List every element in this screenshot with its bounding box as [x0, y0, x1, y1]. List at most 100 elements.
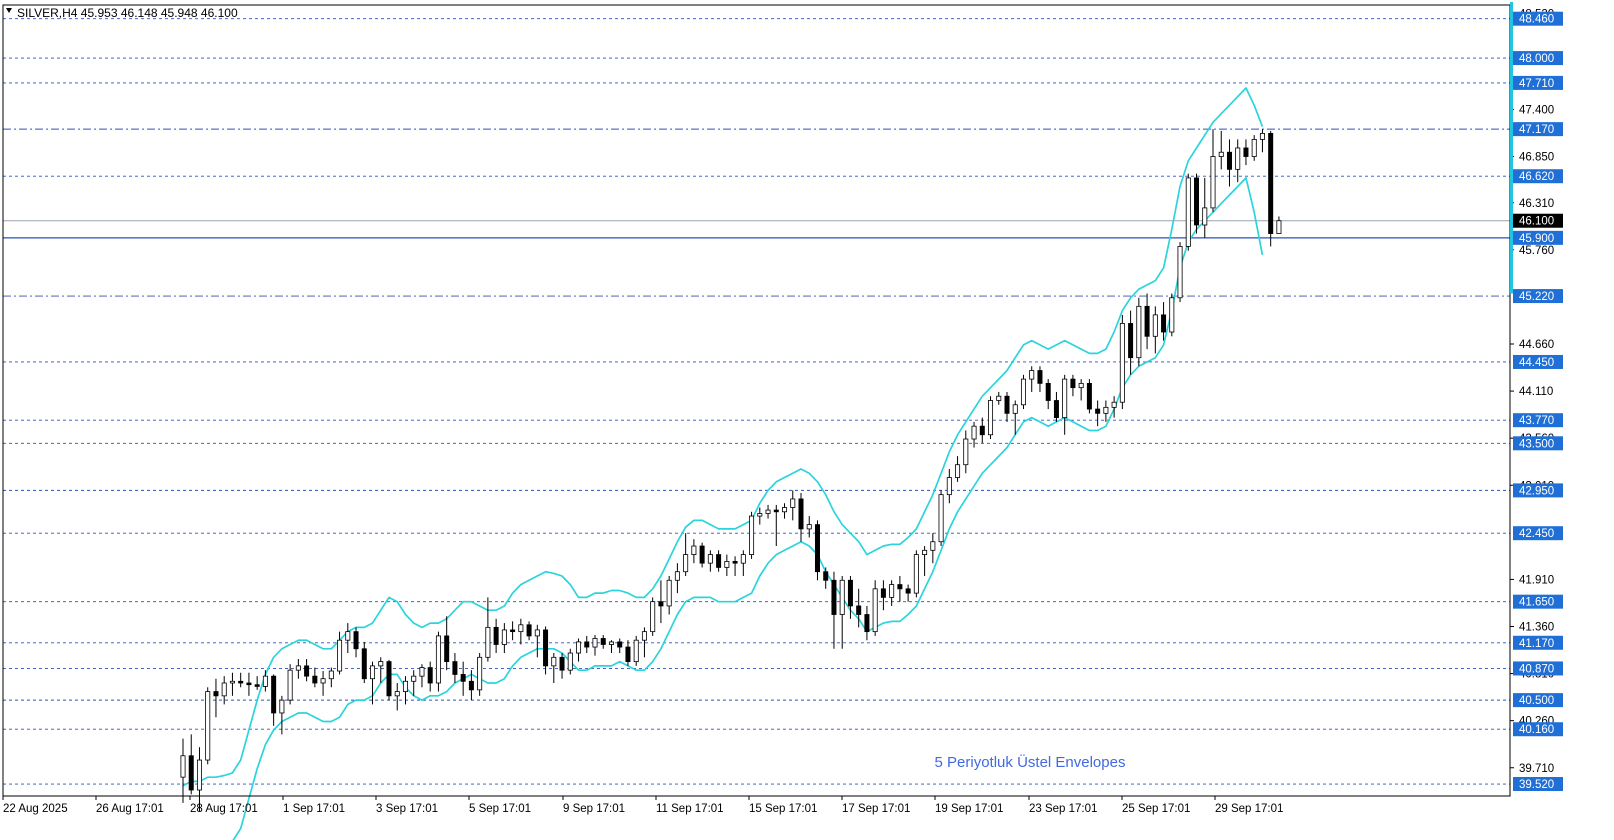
- candle: [1078, 379, 1084, 401]
- candle: [1037, 366, 1043, 392]
- candle-body-bullish: [922, 549, 928, 555]
- candle: [567, 648, 573, 675]
- candle: [238, 672, 244, 688]
- candle-body-bullish: [757, 513, 763, 517]
- candle: [674, 563, 680, 594]
- candle: [930, 533, 936, 564]
- candle-body-bullish: [551, 656, 557, 667]
- candle: [221, 676, 227, 705]
- candle: [304, 659, 310, 682]
- candle-body-bullish: [435, 635, 441, 684]
- candle-body-bullish: [996, 395, 1002, 401]
- candle: [938, 490, 944, 547]
- level-tag: [1513, 169, 1563, 184]
- level-tag: [1513, 635, 1563, 650]
- candle-body-bullish: [1062, 378, 1068, 419]
- collapse-triangle-icon[interactable]: [6, 8, 12, 13]
- candle: [617, 638, 623, 654]
- candle-body-bearish: [510, 629, 516, 633]
- candle: [988, 396, 994, 440]
- y-tick-label: 41.360: [1519, 622, 1554, 634]
- candle: [262, 670, 268, 692]
- x-tick-label: 26 Aug 17:01: [96, 803, 164, 815]
- level-tag: [1513, 289, 1563, 304]
- level-tag: [1513, 594, 1563, 609]
- candle: [328, 667, 334, 688]
- candle: [312, 667, 318, 688]
- candle-body-bullish: [749, 515, 755, 555]
- candle: [1029, 366, 1035, 392]
- level-tag-text: 41.170: [1519, 638, 1554, 650]
- candle-body-bullish: [411, 675, 417, 682]
- candle: [732, 556, 738, 576]
- candle: [551, 653, 557, 683]
- candle: [460, 661, 466, 696]
- candle-body-bullish: [196, 759, 202, 791]
- candle: [246, 672, 252, 696]
- candle: [864, 605, 870, 641]
- price-axis: 48.52047.40046.85046.31045.76044.66044.1…: [1510, 9, 1554, 775]
- candle-body-bullish: [229, 680, 235, 684]
- candle-body-bullish: [419, 667, 425, 677]
- candle-body-bearish: [847, 579, 853, 607]
- candle: [419, 664, 425, 688]
- candle: [1152, 306, 1158, 354]
- level-tag: [1513, 354, 1563, 369]
- x-tick-label: 23 Sep 17:01: [1029, 803, 1097, 815]
- candle-body-bullish: [790, 498, 796, 508]
- candle: [633, 635, 639, 666]
- candle-body-bullish: [633, 639, 639, 662]
- x-tick-label: 9 Sep 17:01: [563, 803, 625, 815]
- y-tick-label: 45.760: [1519, 245, 1554, 257]
- candle-body-bullish: [402, 680, 408, 692]
- candle-body-bullish: [1177, 246, 1183, 299]
- candle-body-bullish: [641, 631, 647, 641]
- level-tag-text: 40.160: [1519, 724, 1554, 736]
- candle-body-bearish: [1194, 177, 1200, 226]
- x-tick-label: 28 Aug 17:01: [190, 803, 258, 815]
- candle-body-bullish: [930, 541, 936, 551]
- level-tag: [1513, 526, 1563, 541]
- candle-body-bearish: [361, 648, 367, 680]
- candle-body-bullish: [485, 626, 491, 658]
- candle-body-bullish: [955, 464, 961, 478]
- candle: [856, 588, 862, 628]
- candle-body-bullish: [946, 477, 952, 496]
- level-tag: [1513, 483, 1563, 498]
- candle-body-bullish: [1251, 139, 1257, 157]
- candle-body-bullish: [1185, 177, 1191, 247]
- candle-body-bullish: [567, 652, 573, 671]
- candle: [847, 575, 853, 619]
- candle: [740, 550, 746, 576]
- candle: [1251, 135, 1257, 161]
- candle: [773, 504, 779, 547]
- candle: [534, 624, 540, 658]
- candle: [757, 507, 763, 525]
- candle-body-bearish: [1086, 382, 1092, 410]
- candle-body-bullish: [650, 601, 656, 633]
- candle-body-bullish: [262, 675, 268, 687]
- candle-body-bullish: [1218, 151, 1224, 157]
- plot-border: [2, 4, 1511, 797]
- candle-body-bullish: [1029, 370, 1035, 380]
- candle-body-bullish: [370, 665, 376, 680]
- candle-body-bullish: [608, 641, 614, 645]
- candle-body-bullish: [988, 400, 994, 436]
- candle-body-bearish: [468, 680, 474, 691]
- x-tick-label: 22 Aug 2025: [3, 803, 68, 815]
- candle: [213, 678, 219, 718]
- candle-body-bullish: [337, 639, 343, 672]
- candle: [625, 640, 631, 666]
- candle-body-bearish: [1053, 400, 1059, 419]
- candle-body-bearish: [427, 667, 433, 684]
- candle-body-bearish: [864, 614, 870, 633]
- candle: [1202, 177, 1208, 238]
- candle-body-bearish: [880, 588, 886, 598]
- candle: [1136, 297, 1142, 367]
- candle-body-bullish: [806, 524, 812, 530]
- candle: [1226, 139, 1232, 187]
- level-tag-text: 46.620: [1519, 171, 1554, 183]
- candle-body-bullish: [1078, 382, 1084, 389]
- x-tick-label: 11 Sep 17:01: [656, 803, 724, 815]
- level-tag-text: 39.520: [1519, 779, 1554, 791]
